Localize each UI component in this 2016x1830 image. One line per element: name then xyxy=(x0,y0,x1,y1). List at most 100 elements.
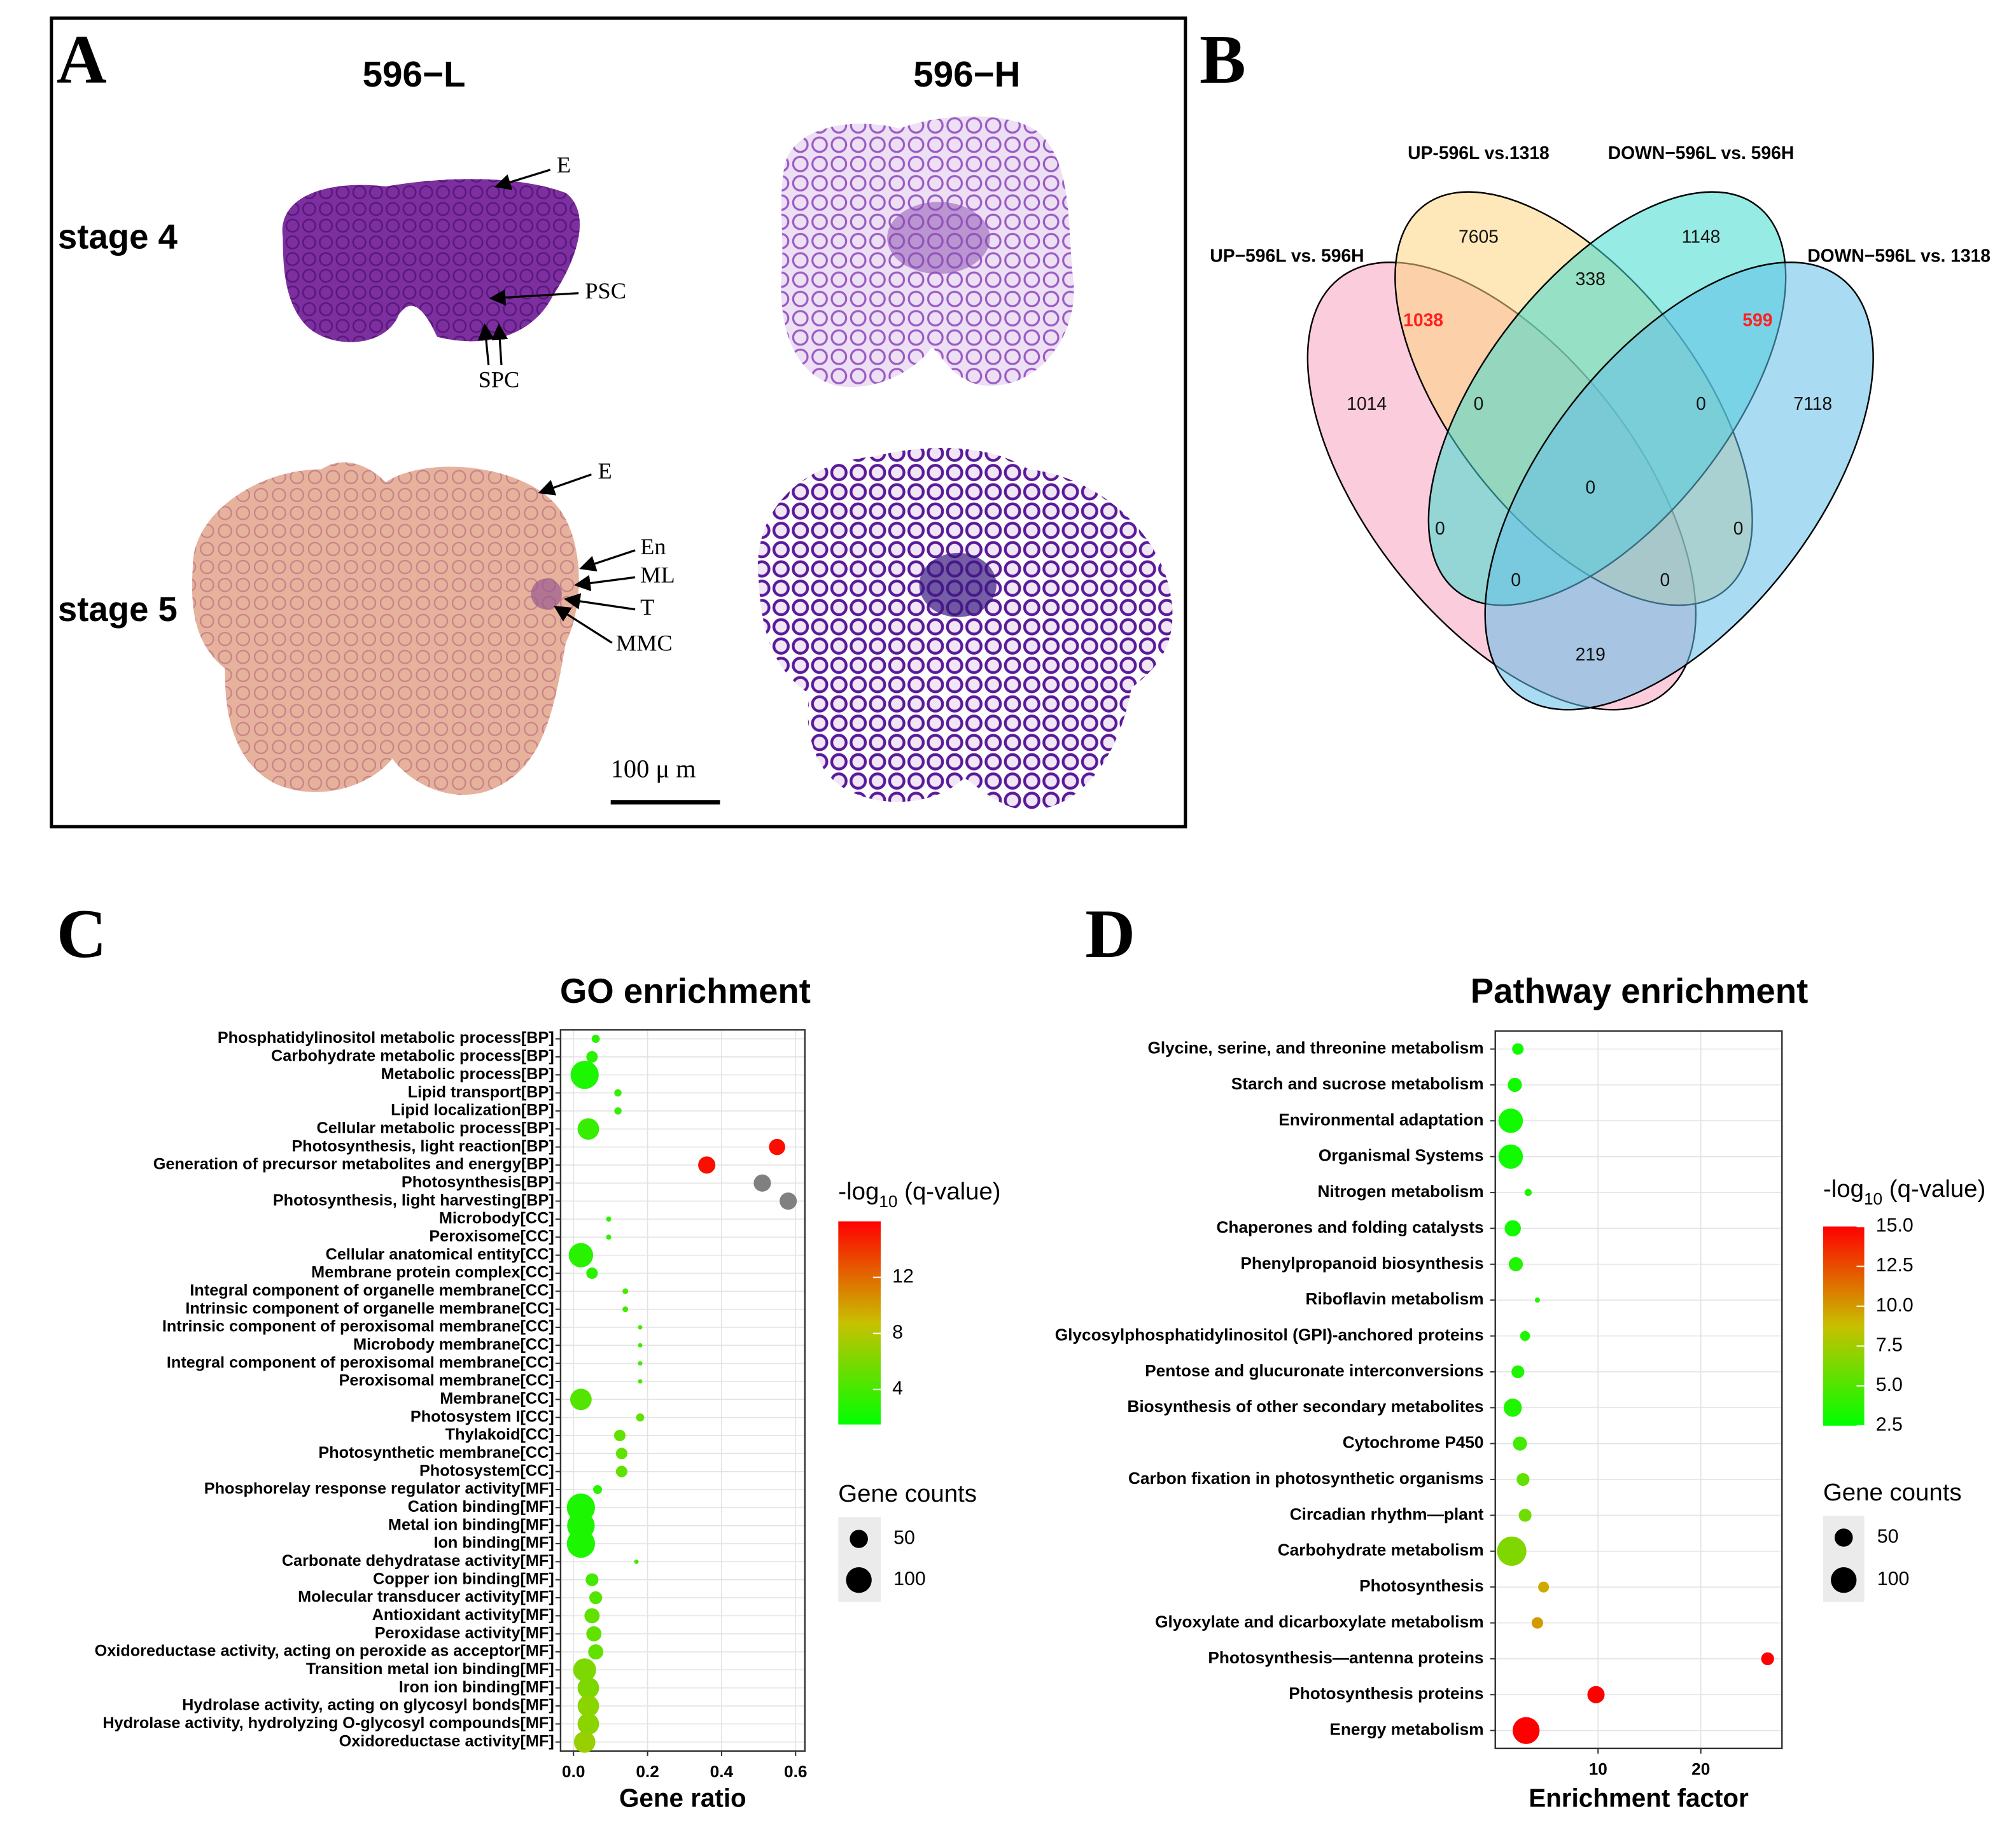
panel-label: A xyxy=(57,21,107,98)
micrograph-center xyxy=(887,202,990,274)
column-title: 596−H xyxy=(913,54,1020,94)
y-tick-label: Carbon fixation in photosynthetic organi… xyxy=(1128,1469,1484,1488)
bubble xyxy=(577,1713,599,1735)
bubble xyxy=(1518,1509,1532,1522)
colorbar-title-part: -log xyxy=(838,1178,879,1205)
y-tick-label: Photosynthesis, light reaction[BP] xyxy=(291,1137,554,1155)
bubble xyxy=(636,1413,645,1422)
colorbar-title: -log10 (q-value) xyxy=(838,1178,1000,1211)
chart-title: GO enrichment xyxy=(560,972,811,1010)
y-tick-label: Starch and sucrose metabolism xyxy=(1231,1074,1484,1093)
colorbar-tick-label: 8 xyxy=(892,1322,903,1343)
colorbar-title-part: -log xyxy=(1823,1175,1864,1203)
y-tick-label: Antioxidant activity[MF] xyxy=(372,1606,554,1624)
size-legend-key xyxy=(1834,1528,1853,1547)
bubble xyxy=(615,1448,627,1460)
row-title: stage 5 xyxy=(58,590,178,629)
y-tick-label: Microbody membrane[CC] xyxy=(353,1336,554,1353)
size-legend-label: 50 xyxy=(893,1528,915,1549)
plot-panel xyxy=(560,1030,805,1751)
panel-a: A 596−L 596−H stage 4 stage 5 E PSC SPC … xyxy=(50,16,1187,828)
venn-count: 1014 xyxy=(1347,393,1387,414)
y-tick-label: Metal ion binding[MF] xyxy=(388,1516,554,1533)
bubble xyxy=(570,1061,599,1089)
bubble xyxy=(1498,1108,1523,1133)
venn-count: 1038 xyxy=(1403,310,1443,330)
bubble xyxy=(577,1677,599,1699)
y-tick-label: Cellular metabolic process[BP] xyxy=(317,1119,554,1137)
bubble xyxy=(1520,1331,1530,1341)
colorbar-tick-label: 12.5 xyxy=(1876,1255,1914,1276)
micrograph-texture xyxy=(192,462,579,795)
y-tick-label: Carbohydrate metabolic process[BP] xyxy=(271,1047,554,1065)
bubble xyxy=(606,1234,612,1240)
bubble xyxy=(1516,1472,1530,1486)
bubble xyxy=(1512,1717,1540,1744)
colorbar-tick-label: 4 xyxy=(892,1378,903,1399)
bubble xyxy=(769,1138,785,1156)
y-tick-label: Iron ion binding[MF] xyxy=(399,1678,554,1696)
x-tick-label: 0.0 xyxy=(562,1762,585,1781)
y-tick-label: Glycine, serine, and threonine metabolis… xyxy=(1147,1038,1483,1058)
colorbar-title-part: (q-value) xyxy=(898,1178,1001,1205)
y-tick-label: Lipid localization[BP] xyxy=(391,1101,554,1119)
y-tick-label: Thylakoid[CC] xyxy=(445,1426,554,1444)
x-tick-label: 10 xyxy=(1589,1759,1607,1778)
colorbar-tick-label: 10.0 xyxy=(1876,1295,1914,1316)
venn-count: 0 xyxy=(1696,393,1706,414)
panel-label: C xyxy=(57,895,107,972)
bubble xyxy=(780,1192,797,1210)
y-tick-label: Membrane protein complex[CC] xyxy=(311,1264,554,1282)
bubble xyxy=(1538,1581,1550,1593)
y-tick-label: Energy metabolism xyxy=(1329,1720,1483,1739)
annotation: PSC xyxy=(585,278,626,304)
venn-count: 0 xyxy=(1474,393,1484,414)
venn-count: 7605 xyxy=(1459,226,1499,246)
bubble xyxy=(753,1174,771,1192)
y-tick-label: Phenylpropanoid biosynthesis xyxy=(1240,1254,1483,1273)
y-tick-label: Integral component of organelle membrane… xyxy=(190,1282,554,1299)
y-tick-label: Peroxisome[CC] xyxy=(429,1227,554,1245)
y-tick-label: Environmental adaptation xyxy=(1278,1110,1483,1129)
bubble xyxy=(1534,1297,1540,1303)
bubble xyxy=(634,1559,639,1564)
bubble xyxy=(586,1626,602,1642)
y-tick-label: Lipid transport[BP] xyxy=(408,1083,554,1101)
venn-set-label: DOWN−596L vs. 1318 xyxy=(1807,246,1991,266)
colorbar-tick-label: 15.0 xyxy=(1876,1215,1914,1236)
y-tick-label: Photosystem I[CC] xyxy=(410,1407,554,1425)
venn-count: 7118 xyxy=(1793,393,1832,414)
y-tick-label: Integral component of peroxisomal membra… xyxy=(167,1353,554,1371)
chart: 10 20 Glycine, serine, and threonine metab… xyxy=(1055,972,1986,1812)
plot-border xyxy=(559,1029,806,1752)
annotation: T xyxy=(640,594,654,620)
colorbar-title-part: 10 xyxy=(1864,1189,1882,1208)
x-axis-label: Enrichment factor xyxy=(1529,1783,1749,1812)
y-tick-label: Carbohydrate metabolism xyxy=(1278,1540,1484,1560)
y-tick-label: Microbody[CC] xyxy=(439,1210,554,1227)
y-tick-label: Photosystem[CC] xyxy=(419,1462,554,1479)
bubble xyxy=(1498,1144,1523,1169)
bubble xyxy=(577,1695,599,1717)
venn-count: 219 xyxy=(1576,644,1606,664)
panel-label: D xyxy=(1085,895,1135,972)
colorbar-tick-label: 5.0 xyxy=(1876,1374,1903,1395)
annotation: En xyxy=(640,534,666,559)
y-tick-label: Photosynthesis xyxy=(1359,1576,1483,1595)
y-tick-label: Membrane[CC] xyxy=(440,1390,554,1407)
venn-count: 338 xyxy=(1576,269,1606,289)
annotation: SPC xyxy=(479,367,520,392)
bubble xyxy=(577,1118,599,1140)
bubble xyxy=(638,1325,643,1330)
y-tick-label: Photosynthesis—antenna proteins xyxy=(1208,1648,1483,1667)
y-tick-label: Copper ion binding[MF] xyxy=(373,1570,554,1588)
y-tick-label: Biosynthesis of other secondary metaboli… xyxy=(1127,1397,1483,1416)
bubble xyxy=(584,1608,600,1624)
bubble xyxy=(1531,1617,1543,1629)
bubble xyxy=(570,1388,592,1411)
y-tick-label: Nitrogen metabolism xyxy=(1317,1182,1483,1201)
y-tick-label: Peroxisomal membrane[CC] xyxy=(339,1372,554,1390)
y-tick-label: Oxidoreductase activity[MF] xyxy=(339,1732,554,1750)
bubble xyxy=(1587,1686,1605,1703)
